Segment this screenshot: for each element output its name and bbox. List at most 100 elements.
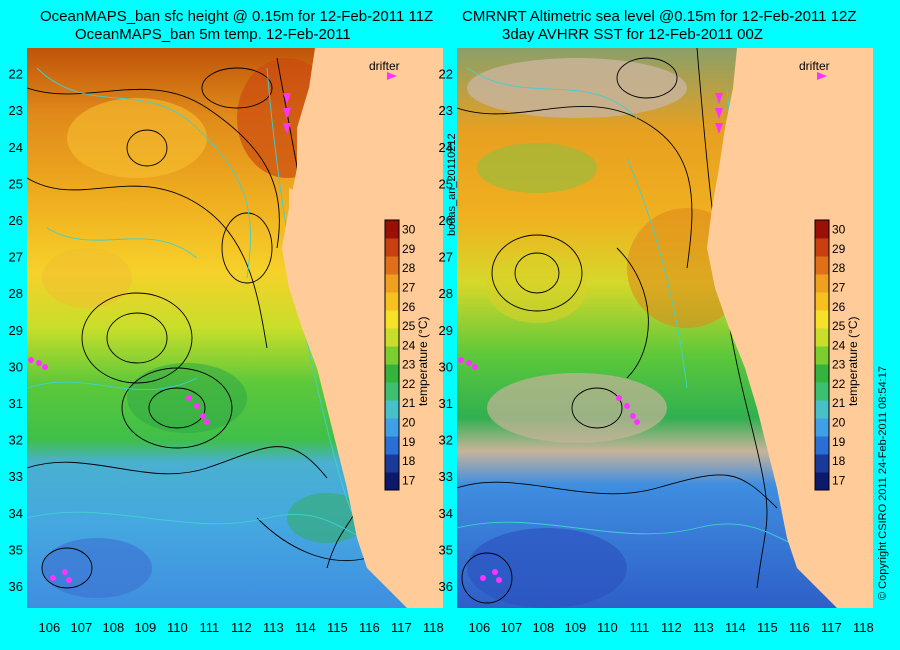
x-tick-label: 110	[597, 620, 618, 635]
colorbar-swatch	[815, 274, 829, 293]
drifter-tracks	[458, 72, 827, 583]
colorbar-swatch	[815, 292, 829, 311]
colorbar-tick-label: 27	[402, 281, 416, 295]
colorbar-swatch	[815, 346, 829, 365]
sea-level-contours	[457, 48, 778, 604]
x-tick-label: 108	[533, 620, 555, 635]
x-tick-label: 109	[565, 620, 587, 635]
colorbar-swatch	[815, 382, 829, 401]
colorbar-tick-label: 26	[402, 300, 416, 314]
colorbar-swatch	[815, 310, 829, 329]
x-tick-label: 106	[39, 620, 61, 635]
colorbar-swatch	[385, 256, 399, 275]
right-map-panel: drifter 17 18 19 20 21 22 23 24 25 26 27 28 29 30 tem…	[457, 48, 873, 608]
colorbar-swatch	[385, 292, 399, 311]
cloud-mask	[467, 58, 687, 118]
colorbar-tick-label: 21	[832, 396, 846, 410]
colorbar: 17 18 19 20 21 22 23 24 25 26 27 28 29 30	[814, 219, 846, 491]
y-tick-label: 27	[9, 250, 23, 265]
cloud-band	[487, 373, 667, 443]
x-tick-label: 118	[423, 620, 444, 635]
colorbar-swatch	[385, 400, 399, 419]
warm-eddy	[42, 248, 132, 308]
colorbar-tick-label: 22	[402, 377, 416, 391]
y-tick-label: 33	[9, 469, 23, 484]
colorbar-swatch	[385, 238, 399, 257]
right-title-line2: 3day AVHRR SST for 12-Feb-2011 00Z	[502, 26, 763, 43]
colorbar-tick-label: 30	[832, 223, 846, 237]
colorbar-tick-label: 17	[832, 473, 846, 487]
x-tick-label: 111	[630, 620, 650, 635]
y-tick-label: 24	[9, 140, 23, 155]
x-tick-label: 115	[327, 620, 348, 635]
copyright-label: © Copyright CSIRO 2011 24-Feb-2011 08:54…	[877, 366, 889, 600]
colorbar-swatch	[815, 436, 829, 455]
colorbar-tick-label: 19	[832, 435, 846, 449]
colorbar-tick-label: 27	[832, 281, 846, 295]
y-tick-label: 35	[9, 542, 23, 557]
colorbar-tick-label: 20	[832, 416, 846, 430]
x-tick-label: 111	[200, 620, 220, 635]
land-mass	[707, 48, 873, 608]
x-tick-label: 109	[135, 620, 157, 635]
colorbar-swatch	[815, 454, 829, 473]
colorbar-swatch	[815, 418, 829, 437]
colorbar-swatch	[385, 310, 399, 329]
colorbar-tick-label: 28	[402, 261, 416, 275]
colorbar-tick-label: 23	[402, 358, 416, 372]
colorbar-tick-label: 26	[832, 300, 846, 314]
colorbar-swatch	[385, 382, 399, 401]
x-tick-label: 113	[263, 620, 284, 635]
x-tick-label: 116	[789, 620, 810, 635]
colorbar-tick-label: 23	[832, 358, 846, 372]
x-tick-label: 118	[853, 620, 874, 635]
drifter-tracks	[28, 72, 397, 583]
y-tick-label: 25	[9, 176, 23, 191]
colorbar-swatch	[815, 256, 829, 275]
colorbar-tick-label: 29	[832, 242, 846, 256]
colorbar-tick-label: 29	[402, 242, 416, 256]
colorbar-tick-label: 25	[402, 319, 416, 333]
x-tick-label: 117	[821, 620, 842, 635]
x-tick-label: 107	[71, 620, 93, 635]
cape-peninsula	[289, 188, 317, 233]
colorbar-swatch	[815, 238, 829, 257]
x-tick-label: 106	[469, 620, 491, 635]
colorbar-title: temperature (°C)	[846, 317, 860, 407]
cold-patch	[467, 528, 627, 608]
y-tick-label: 32	[9, 433, 23, 448]
y-tick-label: 26	[9, 213, 23, 228]
colorbar-tick-label: 24	[832, 338, 846, 352]
y-tick-label: 36	[9, 579, 23, 594]
left-title-line1: OceanMAPS_ban sfc height @ 0.15m for 12-…	[40, 8, 434, 25]
colorbar-tick-label: 21	[402, 396, 416, 410]
colorbar-swatch	[385, 472, 399, 491]
left-map-canvas: drifter 17 18 19 20 21 22 23 24 25 26 27 28 29 30 tem…	[27, 48, 443, 608]
left-map-panel: drifter 17 18 19 20 21 22 23 24 25 26 27 28 29 30 tem…	[27, 48, 443, 608]
coastal-band	[287, 493, 367, 543]
colorbar-swatch	[385, 346, 399, 365]
colorbar-swatch	[815, 328, 829, 347]
colorbar: 17 18 19 20 21 22 23 24 25 26 27 28 29 30	[384, 219, 416, 491]
run-id-label: bodas_an_20110212	[446, 133, 458, 236]
x-tick-label: 113	[693, 620, 714, 635]
colorbar-frame	[814, 219, 830, 491]
colorbar-tick-label: 28	[832, 261, 846, 275]
y-tick-label: 34	[9, 506, 23, 521]
x-tick-label: 107	[501, 620, 523, 635]
drifter-legend-label: drifter	[799, 59, 830, 73]
right-title-line1: CMRNRT Altimetric sea level @0.15m for 1…	[462, 8, 857, 25]
x-tick-label: 116	[359, 620, 380, 635]
colorbar-tick-label: 25	[832, 319, 846, 333]
x-tick-label: 108	[103, 620, 125, 635]
x-tick-label: 114	[295, 620, 316, 635]
x-tick-label: 115	[757, 620, 778, 635]
land-mass	[282, 48, 443, 608]
colorbar-swatch	[815, 400, 829, 419]
y-tick-label: 23	[9, 103, 23, 118]
colorbar-swatch	[385, 328, 399, 347]
colorbar-frame	[384, 219, 400, 491]
colorbar-swatch	[815, 364, 829, 383]
warm-patch	[67, 98, 207, 178]
x-tick-label: 117	[391, 620, 412, 635]
